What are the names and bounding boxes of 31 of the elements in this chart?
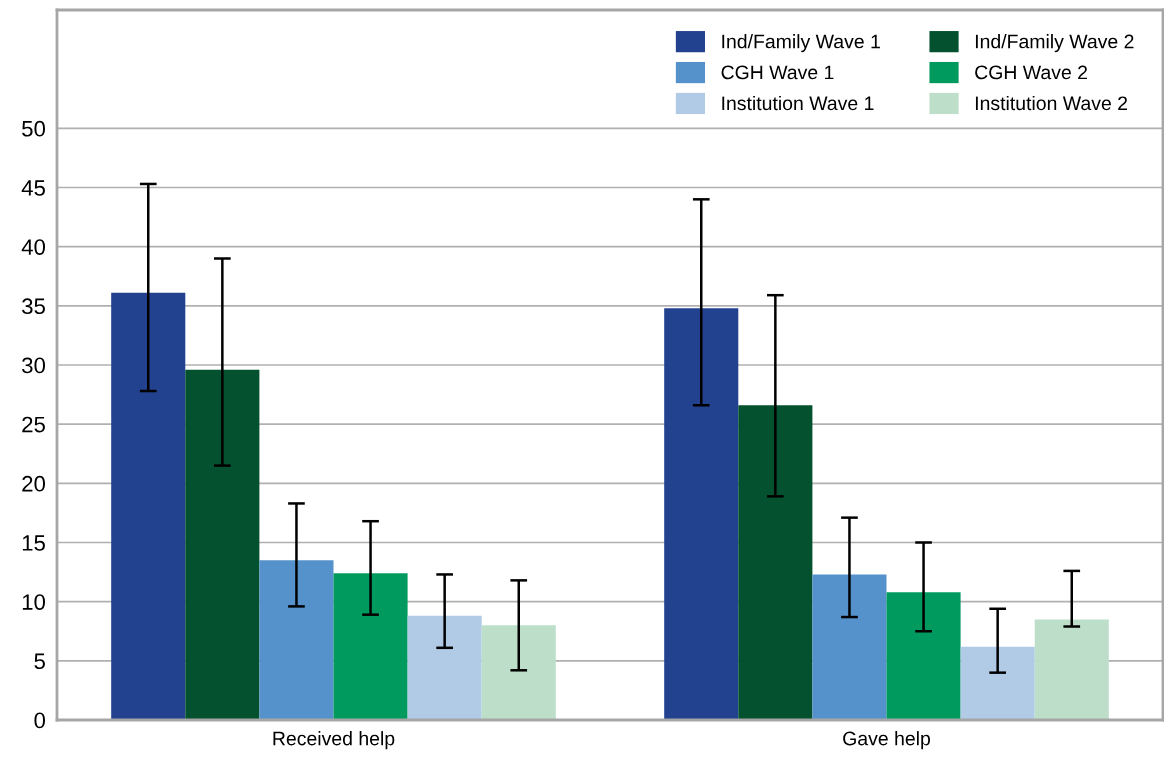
y-tick-label: 20 [22,475,46,492]
x-tick-label: Gave help [843,731,931,750]
y-tick-label: 0 [34,712,46,729]
y-tick-label: 5 [34,653,45,670]
y-tick-label: 30 [22,357,46,374]
bar [664,308,739,720]
legend-label: Institution Wave 2 [975,95,1128,111]
bar [407,615,482,720]
y-tick-label: 25 [22,416,45,433]
legend-label: Ind/Family Wave 2 [975,34,1134,53]
bar [1034,619,1109,720]
y-tick-label: 40 [21,239,46,255]
bar [111,292,186,720]
y-tick-label: 10 [22,594,46,610]
bar [738,405,813,720]
bar [481,625,556,720]
bar [812,574,887,720]
legend-label: CGH Wave 1 [721,65,834,80]
y-tick-label: 50 [22,120,46,137]
bar [259,560,334,720]
legend-label: Ind/Family Wave 1 [722,34,880,53]
y-tick-label: 15 [22,535,45,551]
bar [960,646,1035,720]
legend-label: CGH Wave 2 [975,65,1087,80]
legend-label: Institution Wave 1 [722,95,874,111]
y-tick-label: 45 [21,180,45,196]
bar [185,369,260,720]
bar [333,573,408,720]
y-tick-label: 35 [22,298,45,315]
bar [886,592,961,720]
x-tick-label: Received help [273,731,395,750]
